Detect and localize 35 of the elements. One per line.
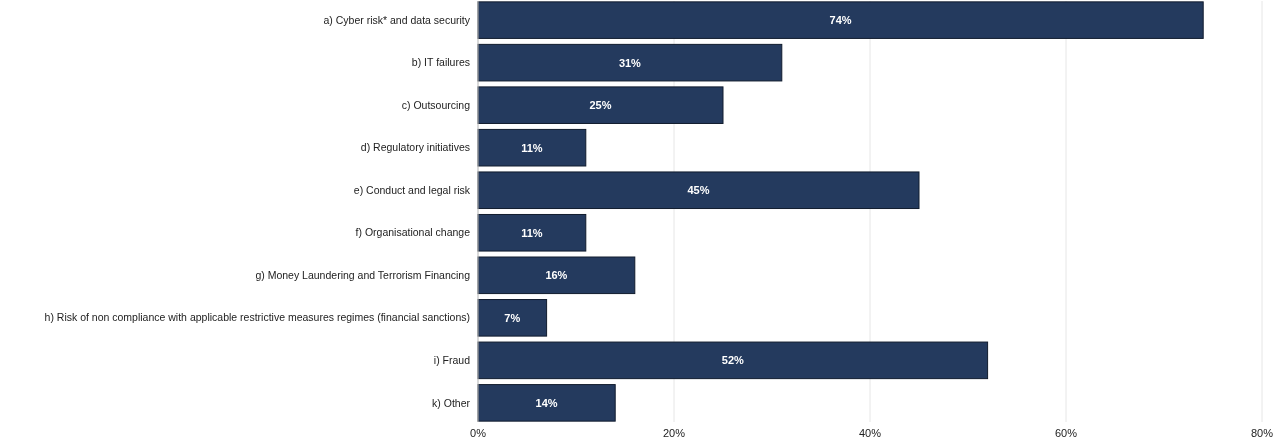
x-tick-label: 0%: [470, 427, 487, 439]
bar: [477, 299, 548, 337]
y-tick-label: d) Regulatory initiatives: [360, 141, 470, 154]
y-tick-label: c) Outsourcing: [401, 98, 471, 111]
data-label: 31%: [618, 56, 642, 69]
bar: [477, 341, 989, 380]
y-tick-label: i) Fraud: [433, 354, 471, 367]
data-label: 74%: [829, 13, 852, 26]
bar: [477, 1, 1204, 39]
data-label: 25%: [589, 99, 612, 112]
y-tick-label: e) Conduct and legal risk: [353, 183, 471, 196]
bar: [477, 43, 783, 82]
y-tick-label: h) Risk of non compliance with applicable restrictive measures regimes (financial sanctions): [44, 311, 470, 324]
bar: [477, 128, 587, 167]
bar: [477, 213, 587, 252]
x-tick-label: 40%: [858, 427, 882, 439]
data-label: 7%: [504, 311, 521, 324]
data-label: 52%: [721, 354, 745, 367]
bar: [477, 86, 724, 124]
y-tick-label: b) IT failures: [411, 56, 470, 69]
bar: [477, 256, 636, 295]
x-tick-label: 80%: [1250, 427, 1274, 439]
data-label: 14%: [535, 396, 558, 409]
data-label: 45%: [687, 184, 710, 197]
y-tick-label: g) Money Laundering and Terrorism Financing: [255, 268, 471, 281]
data-label: 11%: [521, 226, 543, 239]
data-label: 16%: [545, 269, 568, 282]
y-tick-label: k) Other: [432, 396, 471, 409]
y-tick-label: a) Cyber risk* and data security: [323, 13, 471, 26]
data-label: 11%: [521, 141, 543, 154]
bar: [477, 171, 920, 210]
y-tick-label: f) Organisational change: [355, 226, 471, 239]
x-tick-label: 60%: [1054, 427, 1078, 439]
bar: [477, 384, 616, 422]
x-tick-label: 20%: [662, 427, 686, 439]
